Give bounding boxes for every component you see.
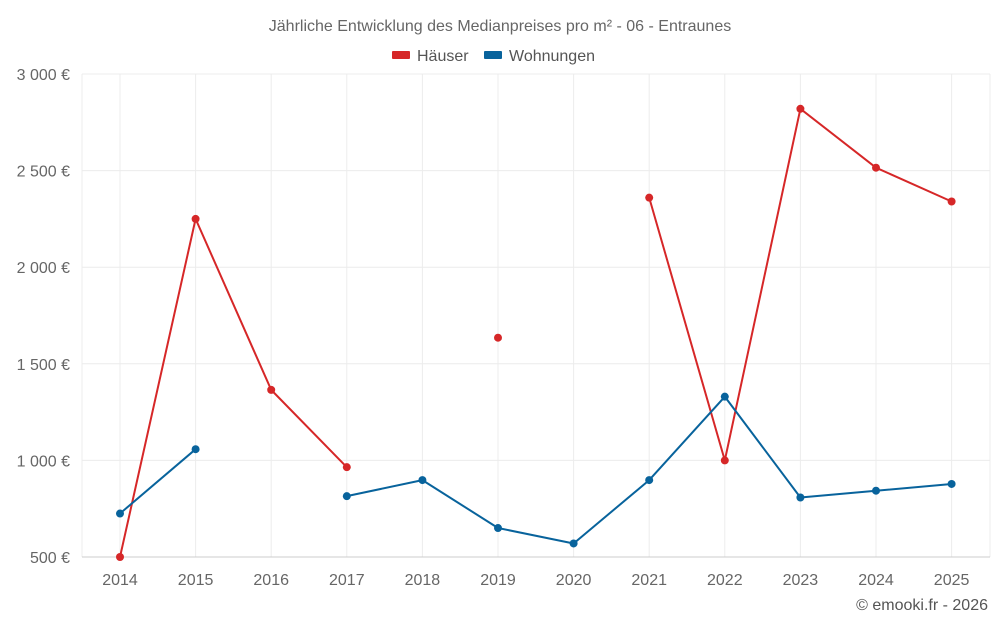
data-point[interactable] (645, 476, 654, 485)
data-point[interactable] (720, 392, 729, 401)
data-point[interactable] (796, 493, 805, 502)
data-point[interactable] (342, 463, 351, 472)
credit-text: © emooki.fr - 2026 (856, 597, 988, 614)
data-point[interactable] (947, 479, 956, 488)
x-tick-label: 2024 (858, 572, 894, 589)
legend-swatch-haeuser (392, 51, 410, 59)
series-line (119, 217, 348, 558)
y-tick-label: 2 000 € (17, 260, 70, 277)
legend-label-haeuser: Häuser (417, 48, 469, 65)
x-tick-label: 2025 (934, 572, 970, 589)
data-point[interactable] (267, 385, 276, 394)
y-tick-label: 3 000 € (17, 67, 70, 84)
x-tick-label: 2015 (178, 572, 214, 589)
data-point[interactable] (191, 445, 200, 454)
grid (81, 73, 991, 558)
x-tick-label: 2021 (631, 572, 667, 589)
x-tick-label: 2023 (783, 572, 819, 589)
legend-item-wohnungen[interactable]: Wohnungen (484, 48, 595, 65)
data-point[interactable] (418, 476, 427, 485)
x-tick-label: 2018 (405, 572, 441, 589)
data-point[interactable] (342, 492, 351, 501)
data-point[interactable] (494, 333, 502, 342)
series-layer (116, 104, 956, 561)
chart-title: Jährliche Entwicklung des Medianpreises … (269, 18, 731, 35)
data-point[interactable] (872, 163, 880, 172)
data-point[interactable] (645, 193, 654, 202)
series-0 (116, 104, 956, 561)
data-point[interactable] (191, 214, 200, 223)
x-tick-label: 2020 (556, 572, 592, 589)
x-tick-label: 2019 (480, 572, 516, 589)
data-point[interactable] (796, 104, 805, 113)
legend-label-wohnungen: Wohnungen (509, 48, 595, 65)
data-point[interactable] (116, 553, 124, 561)
x-tick-label: 2017 (329, 572, 365, 589)
series-1 (116, 392, 956, 548)
legend-swatch-wohnungen (484, 51, 502, 59)
data-point[interactable] (116, 509, 124, 518)
x-tick-label: 2016 (253, 572, 289, 589)
y-tick-label: 2 500 € (17, 164, 70, 181)
y-tick-label: 1 500 € (17, 357, 70, 374)
data-point[interactable] (494, 524, 502, 533)
data-point[interactable] (569, 539, 578, 548)
series-line (119, 448, 197, 515)
y-tick-label: 1 000 € (17, 453, 70, 470)
data-point[interactable] (872, 486, 880, 495)
x-tick-label: 2022 (707, 572, 743, 589)
axes: 500 € 1 000 € 1 500 € 2 000 € 2 500 € 3 000 €… (17, 67, 990, 589)
data-point[interactable] (720, 456, 729, 465)
x-tick-label: 2014 (102, 572, 138, 589)
y-tick-label: 500 € (30, 550, 70, 567)
data-point[interactable] (947, 197, 956, 206)
legend-item-haeuser[interactable]: Häuser (392, 48, 469, 65)
legend[interactable]: Häuser Wohnungen (392, 48, 595, 65)
